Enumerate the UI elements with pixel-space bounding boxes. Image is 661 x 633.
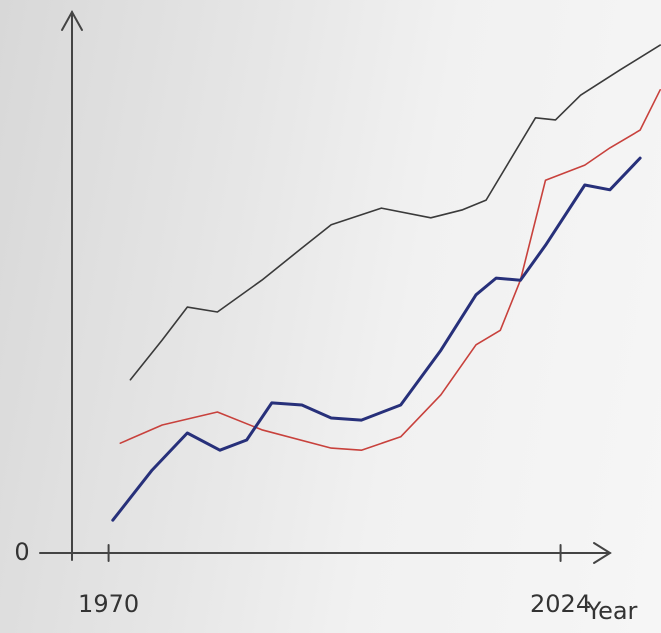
series-line bbox=[119, 89, 661, 452]
x-tick-label: 2024 bbox=[530, 590, 591, 618]
x-axis-label: Year bbox=[586, 597, 638, 625]
series-line bbox=[111, 156, 642, 522]
y-tick-label: 0 bbox=[14, 538, 29, 566]
x-tick-label: 1970 bbox=[78, 590, 139, 618]
y-axis-arrow bbox=[61, 9, 83, 31]
x-axis-arrow bbox=[593, 542, 612, 564]
series-line bbox=[129, 44, 661, 381]
